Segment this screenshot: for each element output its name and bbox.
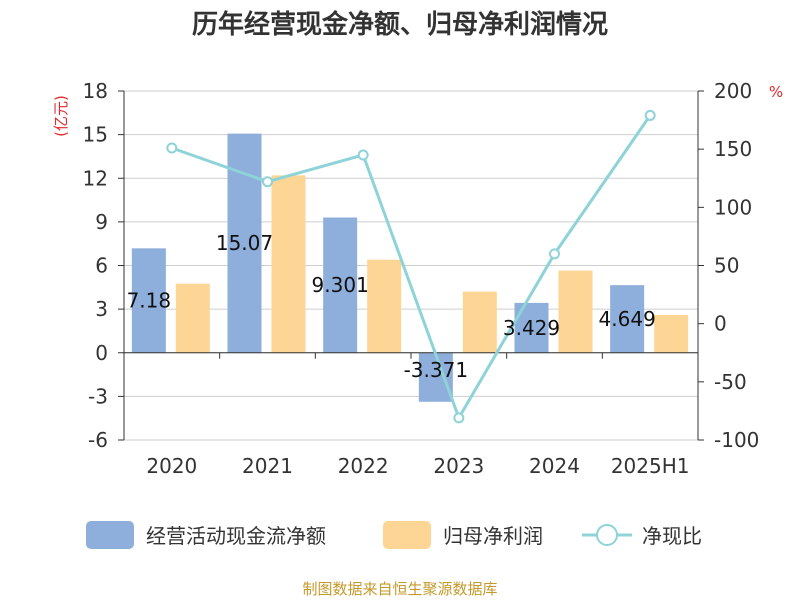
- left-tick-label: 0: [95, 341, 108, 365]
- left-tick-label: 3: [95, 297, 108, 321]
- x-category-label: 2024: [529, 454, 580, 478]
- cashflow-bar: [131, 248, 166, 353]
- ratio-point: [644, 109, 656, 121]
- left-tick-label: 9: [95, 210, 108, 234]
- left-tick-label: 12: [83, 166, 108, 190]
- profit-bar: [462, 291, 497, 353]
- legend-cashflow-swatch: [86, 521, 134, 549]
- x-category-label: 2020: [146, 454, 197, 478]
- cashflow-data-label: 7.18: [127, 289, 172, 313]
- ratio-point: [549, 248, 560, 260]
- cashflow-bar: [323, 217, 358, 353]
- chart-title: 历年经营现金净额、归母净利润情况: [192, 9, 608, 40]
- legend-profit-label: 归母净利润: [443, 524, 543, 548]
- cashflow-data-label: 9.301: [312, 273, 369, 297]
- right-tick-label: 200: [714, 79, 752, 103]
- ratio-point: [453, 412, 465, 424]
- ratio-point: [166, 142, 178, 154]
- cashflow-data-label: -3.371: [404, 358, 468, 382]
- x-category-label: 2022: [338, 454, 389, 478]
- x-category-label: 2023: [433, 454, 484, 478]
- ratio-polyline: [171, 114, 652, 422]
- legend[interactable]: 经营活动现金流净额 归母净利润 净现比: [86, 521, 702, 549]
- ratio-line: [166, 109, 656, 424]
- left-tick-label: 18: [83, 79, 108, 103]
- data-labels: 7.18 15.07 9.301 -3.371 3.429 4.649: [127, 231, 656, 382]
- legend-cashflow-label: 经营活动现金流净额: [146, 524, 326, 548]
- legend-ratio-label: 净现比: [642, 524, 702, 548]
- left-tick-label: 15: [83, 123, 108, 147]
- profit-bar: [271, 175, 306, 353]
- left-axis-unit: (亿元): [52, 95, 70, 137]
- right-tick-label: 50: [714, 254, 739, 278]
- gridlines: [124, 90, 698, 441]
- bars: [131, 133, 689, 402]
- cashflow-bar: [418, 352, 453, 402]
- legend-ratio-marker: [596, 524, 618, 546]
- ratio-point: [357, 149, 369, 161]
- right-tick-label: -100: [714, 428, 759, 452]
- profit-bar: [367, 259, 402, 353]
- x-category-label: 2021: [242, 454, 293, 478]
- legend-profit-swatch: [383, 521, 431, 549]
- cashflow-data-label: 3.429: [503, 316, 560, 340]
- right-tick-label: -50: [714, 370, 747, 394]
- profit-bar: [654, 314, 689, 353]
- right-tick-label: 0: [714, 312, 727, 336]
- profit-bar: [558, 270, 593, 353]
- axes: 18 15 12 9 6 3 0 -3 -6 200 150 100 50 0 -50 -100 2020 202…: [83, 79, 760, 478]
- source-note: 制图数据来自恒生聚源数据库: [302, 580, 497, 598]
- cashflow-data-label: 4.649: [599, 307, 656, 331]
- x-category-label: 2025H1: [611, 454, 690, 478]
- right-axis-unit: %: [769, 83, 783, 101]
- left-tick-label: 6: [95, 254, 108, 278]
- right-tick-label: 100: [714, 195, 752, 219]
- ratio-point: [262, 176, 273, 188]
- left-tick-label: -3: [88, 384, 108, 408]
- cashflow-bar: [610, 285, 645, 353]
- right-tick-label: 150: [714, 137, 752, 161]
- profit-bar: [175, 283, 210, 353]
- cashflow-data-label: 15.07: [216, 231, 273, 255]
- left-tick-label: -6: [88, 428, 108, 452]
